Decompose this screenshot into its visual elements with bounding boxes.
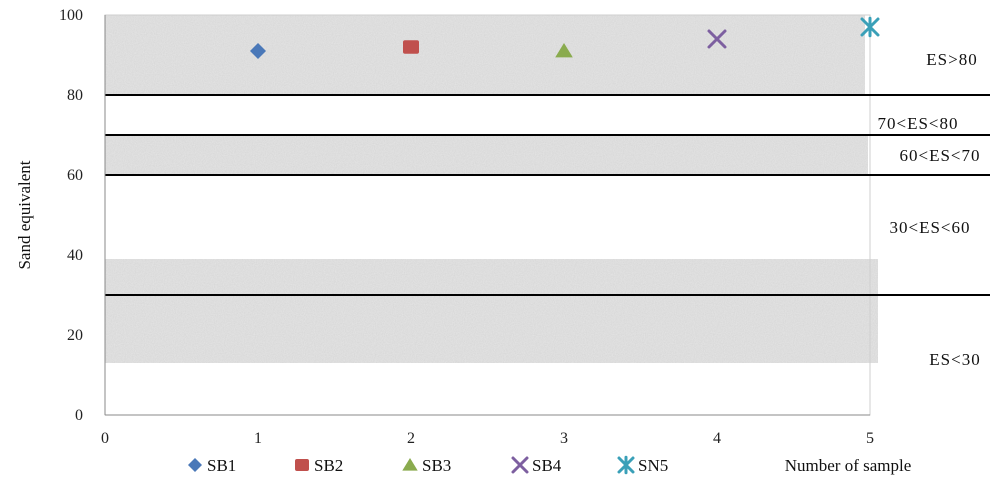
square-marker-shape: [295, 459, 309, 471]
legend-marker-sb3: [402, 458, 418, 471]
data-point-sn5: [860, 16, 880, 38]
x-tick-label: 2: [407, 430, 415, 447]
x-marker-shape: [707, 29, 727, 49]
legend-label-sb2: SB2: [314, 456, 343, 475]
y-tick-label: 60: [67, 167, 83, 184]
data-point-sb2: [403, 40, 419, 54]
zone-label: 30<ES<60: [889, 218, 970, 237]
zone-label: ES<30: [929, 350, 980, 369]
threshold-lines: [105, 94, 990, 296]
diamond-marker-shape: [250, 43, 266, 59]
triangle-marker-shape: [402, 458, 418, 471]
data-point-sb4: [707, 29, 727, 49]
x-tick-label: 4: [713, 430, 721, 447]
triangle-marker-shape: [555, 43, 573, 58]
zone-label: 70<ES<80: [877, 114, 958, 133]
y-tick-label: 100: [59, 7, 83, 24]
y-tick-label: 20: [67, 327, 83, 344]
zone-label: ES>80: [926, 50, 977, 69]
legend-label-sb4: SB4: [532, 456, 562, 475]
shaded-bands: [105, 15, 878, 363]
zone-label: 60<ES<70: [899, 146, 980, 165]
square-marker-shape: [403, 40, 419, 54]
x-tick-label: 3: [560, 430, 568, 447]
zone-labels: ES>80 70<ES<80 60<ES<70 30<ES<60 ES<30: [877, 50, 980, 369]
axes: [104, 15, 870, 416]
tick-labels: 0 20 40 60 80 100 0 1 2 3 4 5: [59, 7, 874, 447]
y-tick-label: 40: [67, 247, 83, 264]
legend-marker-sb4: [511, 456, 529, 474]
data-points: [250, 16, 880, 59]
diamond-marker-shape: [188, 458, 202, 472]
shaded-band: [105, 135, 868, 175]
star-marker-shape: [860, 16, 880, 38]
x-axis-title: Number of sample: [785, 456, 912, 475]
y-tick-label: 80: [67, 87, 83, 104]
legend: SB1 SB2 SB3 SB4 SN5: [188, 455, 668, 475]
legend-label-sb1: SB1: [207, 456, 236, 475]
x-marker-shape: [511, 456, 529, 474]
y-axis-title: Sand equivalent: [15, 160, 34, 269]
y-tick-label: 0: [75, 407, 83, 424]
x-tick-label: 1: [254, 430, 262, 447]
legend-label-sn5: SN5: [638, 456, 668, 475]
star-marker-shape: [617, 455, 635, 475]
legend-label-sb3: SB3: [422, 456, 451, 475]
data-point-sb1: [250, 43, 266, 59]
legend-marker-sb2: [295, 459, 309, 471]
legend-marker-sb1: [188, 458, 202, 472]
shaded-band: [105, 15, 865, 95]
x-tick-label: 0: [101, 430, 109, 447]
legend-marker-sn5: [617, 455, 635, 475]
data-point-sb3: [555, 43, 573, 58]
x-tick-label: 5: [866, 430, 874, 447]
shaded-band: [105, 259, 878, 363]
